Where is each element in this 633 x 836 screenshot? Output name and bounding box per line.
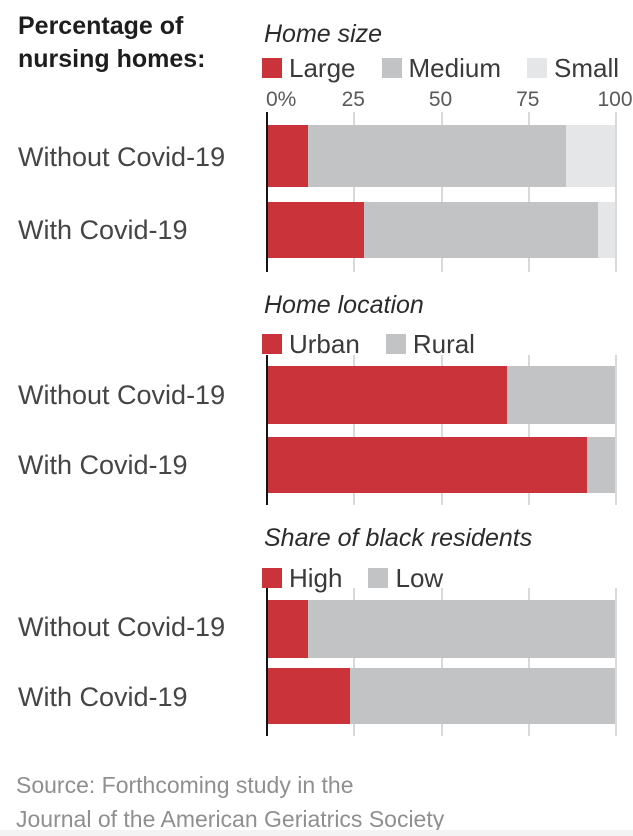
legend-swatch-medium [381, 58, 402, 78]
gridline-25 [353, 112, 356, 272]
legend-label-medium: Medium [408, 52, 501, 83]
x-tick-label-100: 100 [597, 88, 633, 111]
gridline-50 [440, 588, 443, 736]
gridline-100 [615, 355, 617, 505]
bar-segment-low [349, 668, 615, 724]
bar-home-size-with-covid [266, 202, 615, 258]
bar-segment-low [307, 600, 615, 658]
row-label-without-covid: Without Covid-19 [18, 142, 226, 172]
legend-item-large: Large [262, 53, 356, 84]
gridline-50 [440, 112, 443, 272]
x-axis-labels: 0% 25 50 75 100 [266, 88, 633, 114]
bar-home-location-with-covid [266, 437, 615, 493]
legend-swatch-low [368, 568, 389, 588]
legend-label-high: High [289, 562, 343, 593]
gridline-50 [440, 355, 443, 505]
bar-black-residents-without-covid [266, 600, 615, 658]
bottom-edge-strip [0, 830, 633, 836]
plot-area-black-residents [266, 588, 617, 736]
figure-title-line2: nursing homes: [18, 45, 206, 73]
bar-segment-high [266, 600, 308, 658]
bar-segment-rural [587, 437, 615, 493]
y-axis-line [266, 112, 268, 272]
legend-swatch-high [262, 568, 282, 588]
row-label-with-covid: With Covid-19 [18, 682, 188, 712]
source-line2: Journal of the American Geriatrics Socie… [16, 806, 445, 832]
legend-home-location: Urban Rural [262, 328, 475, 360]
legend-item-urban: Urban [262, 329, 360, 360]
legend-item-high: High [262, 563, 342, 594]
gridline-100 [615, 588, 617, 736]
legend-item-rural: Rural [385, 328, 475, 360]
x-tick-label-25: 25 [341, 88, 365, 111]
bar-segment-large [266, 202, 364, 258]
section-title-black-residents: Share of black residents [264, 524, 533, 552]
gridline-75 [527, 112, 530, 272]
row-label-with-covid: With Covid-19 [18, 450, 188, 480]
legend-label-urban: Urban [289, 328, 360, 359]
legend-swatch-rural [385, 334, 406, 354]
y-axis-line [266, 588, 268, 736]
legend-swatch-large [262, 58, 282, 78]
bar-segment-medium [307, 125, 567, 187]
legend-swatch-urban [262, 334, 282, 354]
legend-item-small: Small [526, 52, 619, 84]
legend-label-low: Low [395, 562, 444, 593]
gridline-25 [353, 588, 356, 736]
figure-title-line1: Percentage of [18, 12, 184, 40]
section-title-home-size: Home size [264, 20, 383, 48]
figure-title: Percentage of nursing homes: [18, 10, 206, 76]
plot-area-home-size [266, 112, 617, 272]
x-tick-label-50: 50 [428, 88, 453, 111]
legend-label-rural: Rural [412, 328, 475, 359]
legend-swatch-small [526, 58, 547, 78]
bar-segment-large [266, 125, 308, 187]
bar-segment-urban [266, 437, 588, 493]
bar-home-location-without-covid [266, 366, 615, 424]
legend-item-low: Low [368, 563, 443, 594]
bar-black-residents-with-covid [266, 668, 615, 724]
y-axis-line [266, 355, 268, 505]
x-tick-label-0: 0% [266, 88, 297, 111]
bar-segment-medium [363, 202, 598, 258]
gridline-25 [353, 355, 356, 505]
gridline-100 [615, 112, 617, 272]
bar-home-size-without-covid [266, 125, 615, 187]
gridline-75 [527, 355, 530, 505]
row-label-with-covid: With Covid-19 [18, 215, 188, 245]
gridline-75 [527, 588, 530, 736]
legend-label-small: Small [553, 52, 619, 83]
source-note: Source: Forthcoming study in the Journal… [16, 768, 444, 836]
legend-item-medium: Medium [381, 52, 501, 84]
legend-black-residents: High Low [262, 563, 443, 594]
row-label-without-covid: Without Covid-19 [18, 612, 226, 642]
plot-area-home-location [266, 355, 617, 505]
legend-label-large: Large [289, 52, 356, 83]
section-title-home-location: Home location [264, 291, 424, 319]
bar-segment-rural [506, 366, 615, 424]
bar-segment-small [597, 202, 615, 258]
bar-segment-small [566, 125, 615, 187]
bar-segment-urban [266, 366, 507, 424]
legend-home-size: Large Medium Small [262, 52, 619, 84]
x-tick-label-75: 75 [516, 88, 540, 111]
bar-segment-high [266, 668, 350, 724]
row-label-without-covid: Without Covid-19 [18, 380, 226, 410]
source-line1: Source: Forthcoming study in the [16, 772, 354, 798]
